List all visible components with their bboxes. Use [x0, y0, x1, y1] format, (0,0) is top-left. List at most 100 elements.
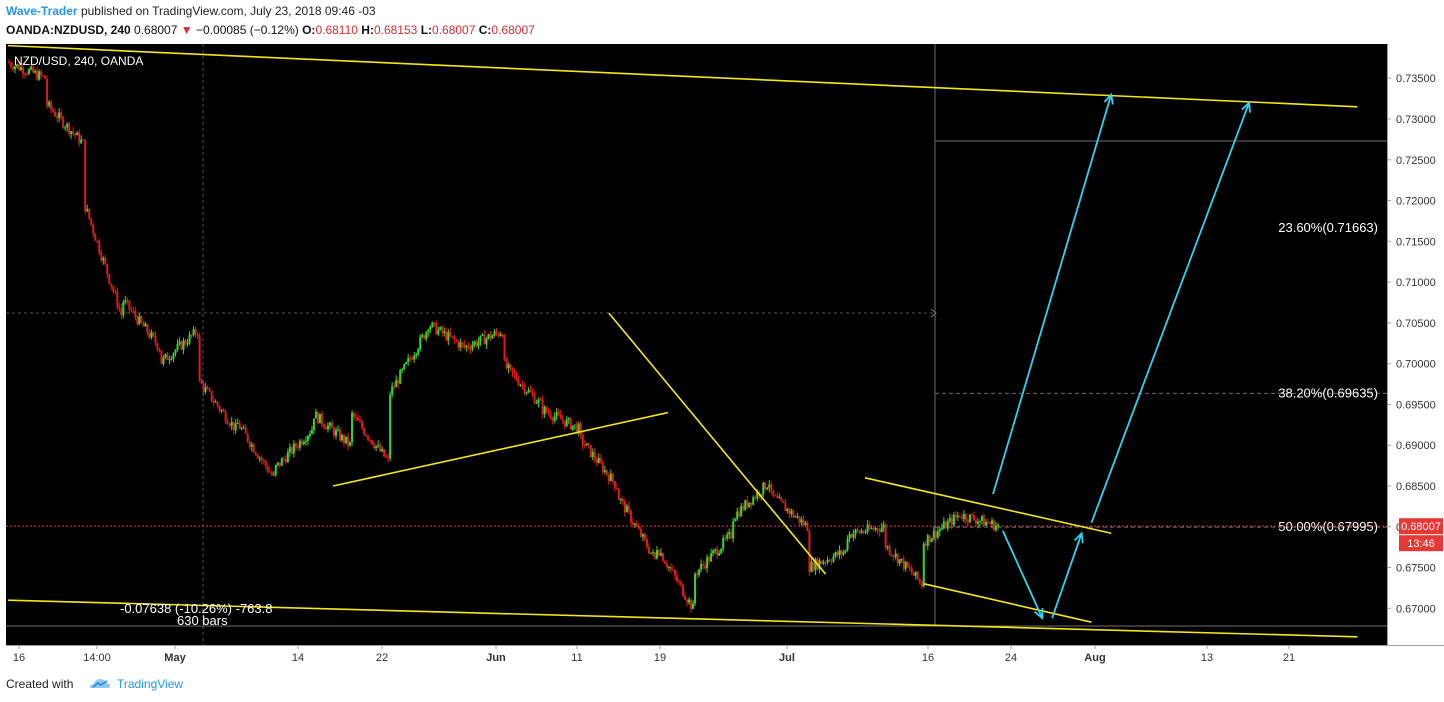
candle-body	[439, 327, 442, 330]
candle-body	[50, 101, 53, 110]
candle-body	[736, 511, 739, 520]
last-price: 0.68007	[134, 23, 178, 37]
candle-body	[136, 317, 139, 325]
candle-body	[647, 547, 650, 554]
candle-body	[433, 322, 436, 324]
candle-body	[32, 66, 35, 73]
candle-body	[294, 443, 297, 448]
candle-body	[904, 561, 907, 569]
candle-body	[842, 552, 845, 555]
candle-body	[533, 394, 536, 404]
candle-body	[525, 392, 528, 394]
candle-body	[968, 514, 971, 523]
candle-body	[629, 510, 632, 523]
candle-body	[24, 73, 27, 75]
candle-body	[575, 424, 578, 433]
last-price-tag	[1399, 518, 1443, 535]
candle-body	[517, 380, 520, 386]
candle-body	[593, 451, 596, 460]
x-tick-label: Jun	[486, 652, 506, 664]
candle-body	[274, 464, 277, 475]
candle-body	[451, 336, 454, 338]
tradingview-link[interactable]: TradingView	[117, 677, 184, 691]
candle-body	[511, 367, 514, 373]
candle-body	[780, 497, 783, 501]
candle-body	[18, 64, 21, 71]
candle-body	[30, 66, 33, 70]
symbol-label[interactable]: OANDA:NZDUSD, 240	[6, 23, 131, 37]
candle-body	[34, 70, 37, 73]
candle-body	[888, 546, 891, 555]
candle-body	[102, 257, 105, 261]
high-label: H:	[361, 23, 374, 37]
candle-body	[270, 472, 273, 475]
candle-body	[686, 599, 689, 603]
candle-body	[812, 561, 815, 571]
candle-body	[399, 370, 402, 384]
candle-body	[547, 412, 550, 414]
candle-body	[730, 532, 733, 539]
candle-body	[794, 516, 797, 518]
candle-body	[830, 561, 833, 563]
candle-body	[246, 433, 249, 442]
candle-body	[328, 422, 331, 426]
candle-body	[549, 413, 552, 418]
candle-body	[692, 603, 695, 610]
candle-body	[529, 389, 532, 393]
candle-body	[958, 515, 961, 518]
candle-body	[573, 424, 576, 426]
candle-body	[643, 534, 646, 540]
candle-body	[768, 484, 771, 488]
candle-body	[475, 341, 478, 346]
candle-body	[988, 522, 991, 525]
candle-body	[220, 410, 223, 412]
candle-body	[766, 487, 769, 490]
candle-body	[172, 353, 175, 359]
candle-body	[639, 528, 642, 537]
candle-body	[930, 538, 933, 543]
candle-body	[310, 430, 313, 435]
candle-body	[306, 436, 309, 442]
candle-body	[236, 422, 239, 424]
candle-body	[980, 516, 983, 521]
candle-body	[960, 517, 963, 519]
candle-body	[906, 561, 909, 568]
candle-body	[52, 109, 55, 112]
candle-body	[20, 67, 23, 71]
candle-body	[397, 380, 400, 384]
candle-body	[868, 524, 871, 529]
candle-body	[952, 514, 955, 525]
candle-body	[190, 334, 193, 336]
candle-body	[22, 67, 25, 74]
candle-body	[896, 553, 899, 564]
y-tick-label: 0.71000	[1396, 277, 1436, 289]
candle-body	[355, 417, 358, 419]
candle-body	[86, 208, 89, 212]
candle-body	[218, 406, 221, 411]
candle-body	[832, 556, 835, 562]
candle-body	[946, 521, 949, 529]
candle-body	[206, 387, 209, 389]
candle-body	[553, 416, 556, 421]
candle-body	[142, 322, 145, 327]
candle-body	[417, 349, 420, 354]
candle-body	[82, 139, 85, 141]
price-chart[interactable]: 0.73500 0.73000 0.72500 0.72000 0.71500 0.710…	[0, 44, 1444, 666]
x-tick-label: 16	[922, 652, 934, 664]
candle-body	[864, 531, 867, 533]
author-link[interactable]: Wave-Trader	[6, 4, 78, 18]
candle-body	[908, 567, 911, 569]
candle-body	[603, 469, 606, 472]
candle-body	[290, 447, 293, 454]
candle-body	[854, 529, 857, 535]
candle-body	[826, 559, 829, 563]
candle-body	[134, 311, 137, 318]
candle-body	[894, 553, 897, 557]
candle-body	[242, 427, 245, 429]
candle-body	[278, 462, 281, 466]
candle-body	[918, 579, 921, 582]
candle-body	[738, 511, 741, 517]
candle-body	[796, 516, 799, 518]
candle-body	[164, 353, 167, 358]
candle-body	[810, 561, 813, 573]
